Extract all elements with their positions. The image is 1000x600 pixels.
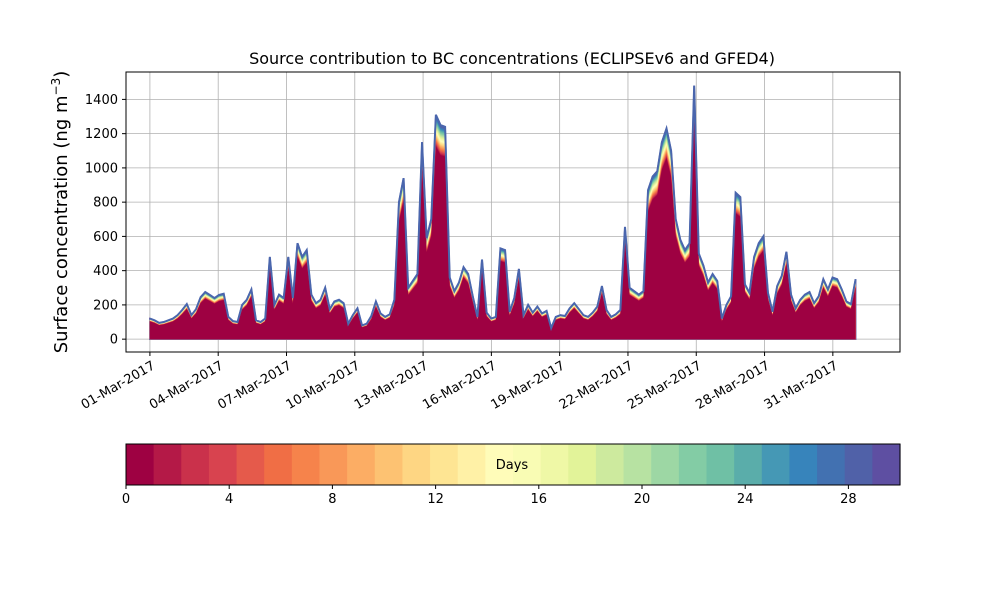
colorbar-cell bbox=[734, 444, 763, 485]
colorbar-cell bbox=[153, 444, 182, 485]
colorbar-cell bbox=[181, 444, 210, 485]
colorbar-cell bbox=[651, 444, 680, 485]
colorbar-cell bbox=[872, 444, 901, 485]
y-tick-label: 0 bbox=[110, 333, 118, 348]
colorbar-cell bbox=[291, 444, 321, 485]
colorbar-tick-label: 20 bbox=[634, 492, 651, 507]
colorbar-cell bbox=[457, 444, 486, 485]
colorbar-cell bbox=[485, 444, 514, 485]
colorbar-cell bbox=[678, 444, 708, 485]
y-tick-label: 800 bbox=[93, 196, 118, 211]
colorbar-tick-label: 0 bbox=[122, 492, 130, 507]
colorbar-cell bbox=[513, 444, 542, 485]
colorbar-cell bbox=[568, 444, 597, 485]
y-tick-label: 200 bbox=[93, 298, 118, 313]
y-tick-label: 1000 bbox=[85, 161, 118, 176]
y-axis-label: Surface concentration (ng m−3) bbox=[49, 71, 72, 354]
y-axis-ticks: 0 200 400 600 800 1000 1200 1400 bbox=[85, 93, 126, 348]
colorbar-cell bbox=[236, 444, 265, 485]
colorbar-cell bbox=[374, 444, 404, 485]
colorbar-tick-label: 8 bbox=[328, 492, 336, 507]
colorbar-cell bbox=[347, 444, 376, 485]
colorbar-cell bbox=[319, 444, 348, 485]
total-concentration-line bbox=[149, 85, 857, 332]
colorbar-cell bbox=[208, 444, 238, 485]
colorbar-ticks: 0 4 8 12 16 20 24 28 bbox=[122, 485, 857, 507]
colorbar-cell bbox=[789, 444, 818, 485]
colorbar-cell bbox=[264, 444, 293, 485]
colorbar-tick-label: 12 bbox=[427, 492, 444, 507]
colorbar-cell bbox=[844, 444, 873, 485]
colorbar-cell bbox=[430, 444, 459, 485]
y-tick-label: 1200 bbox=[85, 127, 118, 142]
chart-title: Source contribution to BC concentrations… bbox=[249, 49, 775, 68]
y-axis-label-exponent: −3 bbox=[49, 78, 63, 96]
colorbar-cell bbox=[761, 444, 791, 485]
colorbar-tick-label: 28 bbox=[840, 492, 857, 507]
colorbar-cell bbox=[817, 444, 846, 485]
stacked-area-layers bbox=[149, 85, 857, 340]
y-axis-label-main: Surface concentration (ng m bbox=[51, 95, 72, 353]
y-tick-label: 600 bbox=[93, 230, 118, 245]
colorbar-cell bbox=[595, 444, 625, 485]
colorbar: Days 0 4 8 12 16 20 24 28 bbox=[122, 443, 901, 507]
y-tick-label: 1400 bbox=[85, 93, 118, 108]
colorbar-tick-label: 24 bbox=[737, 492, 754, 507]
colorbar-cells bbox=[126, 444, 901, 485]
y-tick-label: 400 bbox=[93, 264, 118, 279]
colorbar-cell bbox=[706, 444, 735, 485]
plot-frame bbox=[125, 71, 901, 353]
y-axis-label-close: ) bbox=[51, 71, 72, 78]
colorbar-tick-label: 4 bbox=[225, 492, 233, 507]
colorbar-cell bbox=[126, 444, 155, 485]
colorbar-label: Days bbox=[496, 458, 529, 473]
area-layer-day-0 bbox=[149, 121, 856, 340]
colorbar-cell bbox=[402, 444, 431, 485]
colorbar-frame bbox=[125, 443, 901, 486]
colorbar-tick-label: 16 bbox=[531, 492, 548, 507]
colorbar-cell bbox=[623, 444, 652, 485]
colorbar-cell bbox=[540, 444, 569, 485]
